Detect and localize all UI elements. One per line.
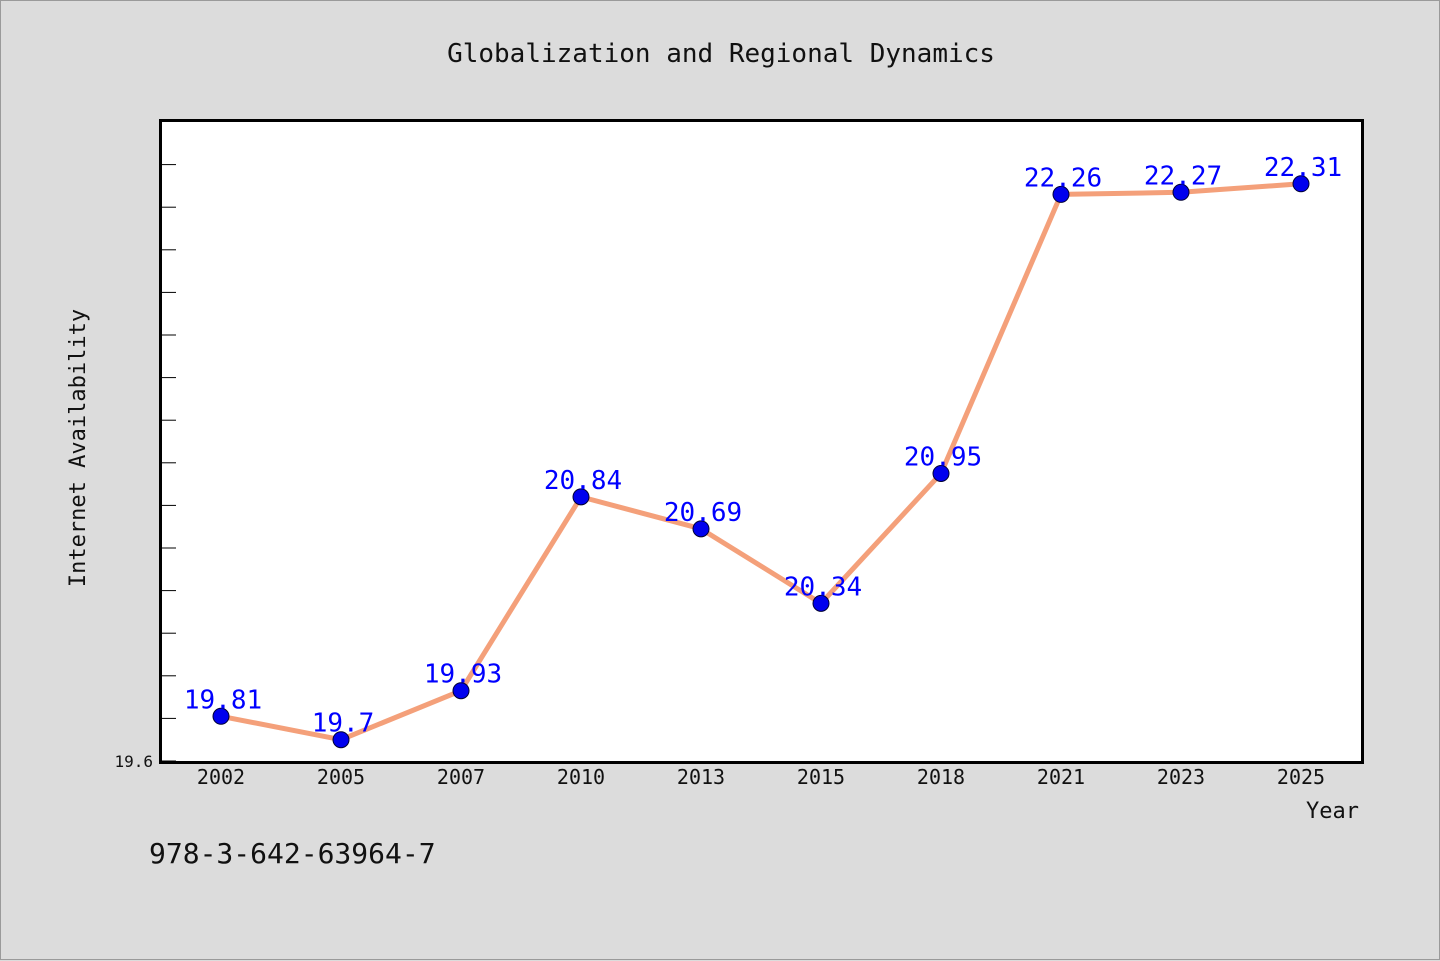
- data-point: [572, 488, 590, 506]
- data-label: 20.95: [904, 442, 982, 472]
- data-label: 19.7: [312, 709, 375, 739]
- x-tick-label: 2010: [557, 765, 605, 789]
- data-label: 22.31: [1264, 153, 1342, 183]
- data-label: 19.93: [424, 660, 502, 690]
- data-label: 20.84: [544, 466, 622, 496]
- y-axis-label: Internet Availability: [66, 309, 91, 587]
- y-axis-min-label: 19.6: [114, 752, 153, 771]
- series-line-group: [218, 181, 1304, 743]
- x-tick-label: 2025: [1277, 765, 1325, 789]
- y-axis-ticks: [162, 164, 176, 762]
- data-point: [1292, 175, 1310, 193]
- x-tick-label: 2005: [317, 765, 365, 789]
- x-tick-label: 2023: [1157, 765, 1205, 789]
- x-tick-label: 2007: [437, 765, 485, 789]
- data-point: [692, 520, 710, 538]
- chart-title: Globalization and Regional Dynamics: [447, 39, 995, 69]
- data-label: 20.34: [784, 572, 862, 602]
- plot-area: [159, 119, 1364, 764]
- data-point: [1172, 183, 1190, 201]
- x-axis-label: Year: [1306, 799, 1359, 824]
- series-line: [218, 181, 1304, 743]
- data-label: 22.26: [1024, 163, 1102, 193]
- data-point: [932, 464, 950, 482]
- data-label: 20.69: [664, 498, 742, 528]
- x-tick-label: 2021: [1037, 765, 1085, 789]
- data-point: [212, 707, 230, 725]
- data-labels: 19.81 19.7 19.93 20.84 20.69 20.34 20.95 22.26 2…: [184, 153, 1342, 739]
- data-point: [452, 682, 470, 700]
- x-axis-ticks: 2002 2005 2007 2010 2013 2015 2018 2021 2023 2025: [197, 765, 1325, 789]
- data-markers: [212, 175, 1310, 749]
- x-tick-label: 2018: [917, 765, 965, 789]
- data-label: 22.27: [1144, 161, 1222, 191]
- x-tick-label: 2013: [677, 765, 725, 789]
- x-tick-label: 2015: [797, 765, 845, 789]
- data-point: [812, 594, 830, 612]
- data-point: [332, 731, 350, 749]
- data-label: 19.81: [184, 685, 262, 715]
- footnote-isbn: 978-3-642-63964-7: [149, 837, 436, 870]
- data-point: [1052, 185, 1070, 203]
- x-tick-label: 2002: [197, 765, 245, 789]
